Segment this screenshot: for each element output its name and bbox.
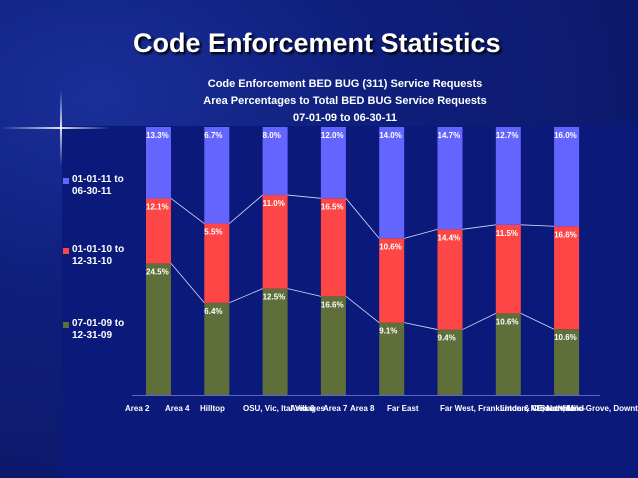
- data-label: 12.7%: [496, 131, 519, 140]
- legend-swatch-2010: [63, 248, 69, 254]
- slide-title: Code Enforcement Statistics: [133, 28, 501, 58]
- bar-segment: [438, 127, 463, 229]
- bar-segment: [321, 127, 346, 198]
- series-line: [346, 198, 379, 238]
- data-label: 16.0%: [554, 131, 577, 140]
- data-label: 14.4%: [438, 233, 461, 242]
- bar-segment: [263, 195, 288, 289]
- data-label: 9.4%: [438, 334, 456, 343]
- data-label: 12.5%: [263, 293, 286, 302]
- legend-swatch-2011: [63, 178, 69, 184]
- bar-segment: [146, 198, 171, 263]
- bar-segment: [321, 296, 346, 395]
- legend-swatch-2009: [63, 322, 69, 328]
- data-label: 24.5%: [146, 267, 169, 276]
- series-line: [404, 323, 437, 330]
- series-line: [463, 313, 496, 329]
- bar-segment: [379, 238, 404, 322]
- data-label: 11.0%: [263, 199, 285, 208]
- bar-segment: [204, 127, 229, 224]
- bar-segment: [496, 127, 521, 225]
- series-line: [229, 289, 262, 303]
- x-tick-label: Area 6: [290, 404, 315, 413]
- bar-segment: [496, 313, 521, 395]
- bar-segment: [554, 329, 579, 395]
- data-label: 11.5%: [496, 229, 518, 238]
- data-label: 6.7%: [204, 131, 222, 140]
- x-tick-label: Far East: [387, 404, 419, 413]
- bar-segment: [204, 224, 229, 303]
- series-line: [404, 229, 437, 238]
- chart-title-line-3: 07-01-09 to 06-30-11: [293, 112, 397, 124]
- bar-segment: [146, 263, 171, 395]
- data-label: 10.6%: [379, 242, 402, 251]
- data-label: 13.3%: [146, 131, 169, 140]
- x-tick-label: Area 4: [165, 404, 190, 413]
- bar-segment: [321, 198, 346, 296]
- data-label: 10.6%: [554, 333, 577, 342]
- bar-segment: [379, 127, 404, 238]
- series-line: [288, 289, 321, 297]
- data-label: 9.1%: [379, 327, 397, 336]
- x-tick-label: Area 2: [125, 404, 150, 413]
- x-tick-label: Area 7: [323, 404, 348, 413]
- data-label: 16.5%: [321, 202, 344, 211]
- data-label: 5.5%: [204, 228, 222, 237]
- bar-segment: [146, 127, 171, 198]
- data-label: 16.6%: [554, 230, 577, 239]
- series-line: [288, 195, 321, 198]
- series-line: [171, 198, 204, 223]
- series-line: [346, 296, 379, 322]
- data-label: 12.0%: [321, 131, 344, 140]
- series-line: [521, 225, 554, 226]
- chart-title-line-2: Area Percentages to Total BED BUG Servic…: [203, 95, 487, 107]
- series-line: [229, 195, 262, 223]
- bar-segment: [496, 225, 521, 314]
- bar-segment: [379, 323, 404, 395]
- chart-title-line-1: Code Enforcement BED BUG (311) Service R…: [207, 78, 483, 90]
- legend-label-2009: 07-01-09 to 12-31-09: [72, 318, 125, 341]
- data-label: 14.0%: [379, 131, 402, 140]
- data-label: 12.1%: [146, 202, 169, 211]
- x-tick-label: Linden, NE, Northland: [500, 404, 584, 413]
- bar-segment: [263, 127, 288, 195]
- bar-segment: [204, 303, 229, 395]
- legend-label-2011: 01-01-11 to 06-30-11: [72, 174, 124, 197]
- bar-segment: [554, 127, 579, 226]
- x-tick-label: South, Milo-Grove, Downtown, Milo-Gr: [540, 404, 638, 413]
- series-line: [463, 225, 496, 230]
- sparkle-decoration: [0, 127, 110, 129]
- bar-segment: [554, 226, 579, 329]
- bar-segment: [263, 289, 288, 395]
- x-tick-label: OSU, Vic, Ital Villages: [243, 404, 326, 413]
- data-label: 14.7%: [438, 131, 461, 140]
- legend-label-2010: 01-01-10 to 12-31-10: [72, 244, 125, 267]
- data-label: 8.0%: [263, 131, 281, 140]
- bar-segment: [438, 229, 463, 329]
- x-tick-label: Area 8: [350, 404, 375, 413]
- sparkle-decoration: [60, 90, 62, 165]
- data-label: 10.6%: [496, 317, 519, 326]
- data-label: 16.6%: [321, 300, 344, 309]
- bar-segment: [438, 330, 463, 395]
- series-line: [171, 263, 204, 302]
- data-label: 6.4%: [204, 307, 222, 316]
- x-tick-label: Hilltop: [200, 404, 225, 413]
- series-line: [521, 313, 554, 329]
- x-tick-label: Far West, Franklinton & Clintonville: [440, 404, 576, 413]
